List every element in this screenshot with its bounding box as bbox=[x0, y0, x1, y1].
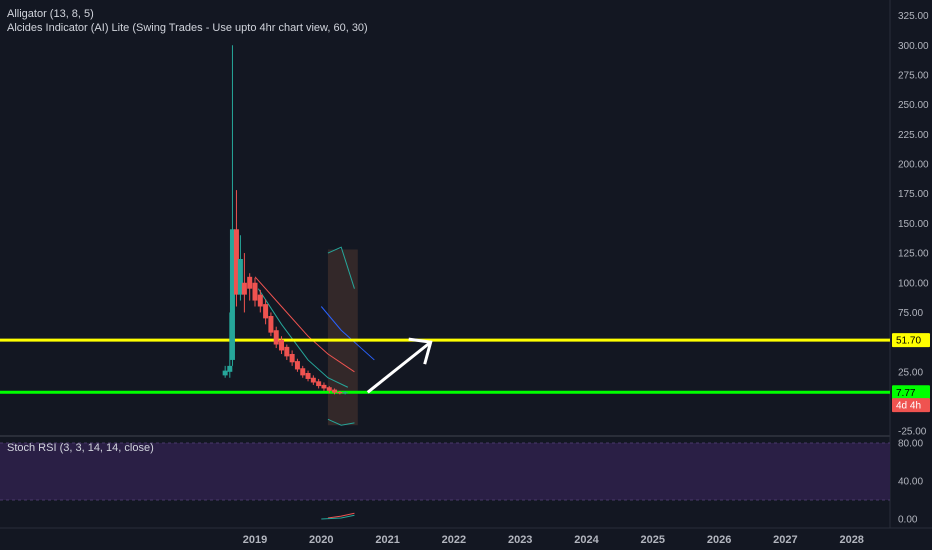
time-tick-label: 2022 bbox=[442, 534, 466, 546]
candle-body bbox=[233, 229, 239, 295]
candle-body bbox=[342, 392, 348, 394]
legend-alligator: Alligator (13, 8, 5) bbox=[7, 8, 94, 20]
time-tick-label: 2023 bbox=[508, 534, 532, 546]
price-tag bbox=[892, 333, 930, 348]
alligator-lips-line bbox=[257, 288, 349, 388]
rsi-tick-label: 80.00 bbox=[898, 439, 923, 450]
candle-body bbox=[227, 365, 233, 372]
time-tick-label: 2025 bbox=[641, 534, 665, 546]
rsi-band bbox=[0, 443, 890, 500]
candle-body bbox=[337, 392, 343, 394]
candle-body bbox=[284, 346, 290, 357]
price-tag-label: 51.70 bbox=[896, 336, 921, 347]
candle-body bbox=[326, 387, 332, 391]
price-tick-label: 275.00 bbox=[898, 70, 929, 81]
candle-body bbox=[241, 282, 247, 295]
price-tick-label: 175.00 bbox=[898, 189, 929, 200]
candle-body bbox=[268, 316, 274, 333]
candle-body bbox=[279, 339, 285, 351]
price-tag-label: 7.77 bbox=[896, 388, 916, 399]
time-tick-label: 2027 bbox=[773, 534, 797, 546]
price-tick-label: 225.00 bbox=[898, 130, 929, 141]
legend-alcides: Alcides Indicator (AI) Lite (Swing Trade… bbox=[7, 22, 368, 34]
rsi-tick-label: 40.00 bbox=[898, 477, 923, 488]
time-tick-label: 2024 bbox=[574, 534, 599, 546]
price-tick-label: 325.00 bbox=[898, 11, 929, 22]
price-tick-label: 250.00 bbox=[898, 100, 929, 111]
price-tick-label: -25.00 bbox=[898, 427, 927, 438]
candle-body bbox=[229, 229, 235, 360]
legend-stoch-rsi: Stoch RSI (3, 3, 14, 14, close) bbox=[7, 442, 154, 454]
price-tick-label: 125.00 bbox=[898, 249, 929, 260]
price-tag bbox=[892, 385, 930, 400]
alcides-lower-edge bbox=[327, 418, 355, 426]
candle-body bbox=[252, 282, 258, 301]
candle-body bbox=[257, 294, 263, 307]
price-tick-label: 25.00 bbox=[898, 367, 923, 378]
candle-body bbox=[247, 276, 253, 289]
rsi-tick-label: 0.00 bbox=[898, 515, 918, 526]
alcides-zone bbox=[327, 249, 358, 426]
candle-body bbox=[316, 381, 322, 387]
time-tick-label: 2028 bbox=[839, 534, 863, 546]
candle-body bbox=[310, 377, 316, 383]
time-tick-label: 2021 bbox=[375, 534, 399, 546]
candle-body bbox=[332, 389, 338, 393]
trend-arrow bbox=[366, 340, 432, 394]
rsi-k-line bbox=[327, 512, 355, 519]
trend-arrowhead bbox=[408, 337, 433, 365]
candle-body bbox=[222, 370, 228, 376]
price-tag bbox=[892, 398, 930, 413]
candle-body bbox=[294, 361, 300, 370]
candle-body bbox=[305, 373, 311, 379]
candle-body bbox=[321, 384, 327, 389]
price-tick-label: 75.00 bbox=[898, 308, 923, 319]
time-tick-label: 2019 bbox=[243, 534, 267, 546]
price-tick-label: 100.00 bbox=[898, 278, 929, 289]
candle-body bbox=[237, 259, 243, 295]
candle-body bbox=[300, 368, 306, 376]
candle-body bbox=[273, 330, 279, 345]
price-tick-label: 200.00 bbox=[898, 160, 929, 171]
rsi-d-line bbox=[321, 514, 355, 520]
price-tick-label: 300.00 bbox=[898, 41, 929, 52]
candle-body bbox=[289, 354, 295, 363]
price-tag-label: 4d 4h bbox=[896, 401, 921, 412]
time-tick-label: 2026 bbox=[707, 534, 731, 546]
alligator-teeth-line bbox=[254, 276, 355, 373]
time-tick-label: 2020 bbox=[309, 534, 333, 546]
candle-body bbox=[263, 304, 269, 319]
price-tick-label: 150.00 bbox=[898, 219, 929, 230]
alcides-upper-edge bbox=[327, 246, 355, 289]
